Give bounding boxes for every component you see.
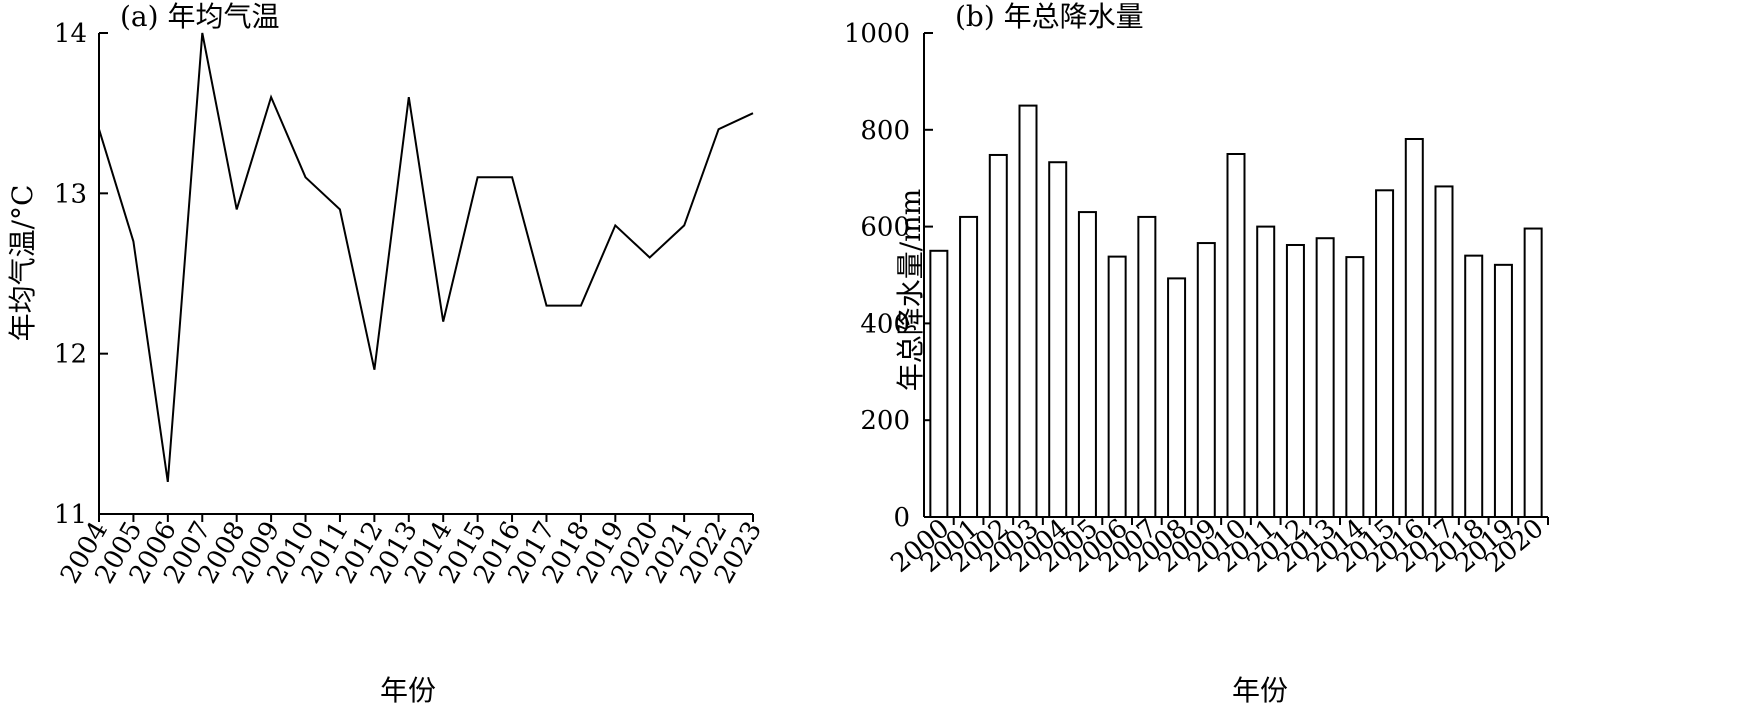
precipitation-bar [1226, 153, 1246, 518]
precipitation-bar [1434, 185, 1454, 518]
panel-b-y-tick-label: 600 [860, 213, 910, 243]
precipitation-bar [1137, 215, 1157, 518]
precipitation-bar-chart: (b) 年总降水量 年份 年总降水量/mm 020040060080010002… [844, 0, 1550, 707]
precipitation-bar [1018, 104, 1038, 518]
precipitation-bar [1493, 263, 1513, 518]
panel-a-y-tick-label: 14 [54, 19, 87, 49]
panel-b-y-tick-label: 200 [860, 406, 910, 436]
panel-b-y-axis-title: 年总降水量/mm [894, 189, 927, 392]
panel-a-y-tick-label: 11 [54, 500, 87, 530]
temperature-line-chart: (a) 年均气温 年份 年均气温/°C 11121314200420052006… [6, 0, 768, 707]
panel-b-y-tick-label: 0 [893, 503, 910, 533]
panel-a-x-axis-title: 年份 [380, 674, 436, 707]
precipitation-bar [959, 215, 979, 518]
precipitation-bar [1256, 225, 1276, 518]
panel-b-y-tick-label: 1000 [844, 19, 910, 49]
panel-b-x-axis-title: 年份 [1232, 674, 1288, 707]
precipitation-bar [1464, 254, 1484, 518]
precipitation-bar [1345, 256, 1365, 518]
precipitation-bar [1285, 243, 1305, 518]
precipitation-bar [988, 153, 1008, 519]
panel-b-y-tick-label: 800 [860, 116, 910, 146]
panel-a-y-tick-label: 12 [54, 340, 87, 370]
panel-a-y-axis-title: 年均气温/°C [6, 185, 39, 342]
precipitation-bar [1375, 189, 1395, 519]
precipitation-bar [1077, 211, 1097, 519]
panel-b-y-tick-label: 400 [860, 309, 910, 339]
temperature-series-line [98, 32, 754, 483]
precipitation-bar [929, 249, 949, 519]
precipitation-bar [1315, 237, 1335, 518]
precipitation-bar [1196, 242, 1216, 518]
panel-a-title: (a) 年均气温 [120, 0, 279, 33]
precipitation-bar [1167, 277, 1187, 518]
panel-a-y-tick-label: 13 [54, 179, 87, 209]
panel-b-title: (b) 年总降水量 [955, 0, 1144, 33]
precipitation-bar [1523, 227, 1543, 518]
precipitation-bar [1048, 161, 1068, 518]
precipitation-bar [1404, 137, 1424, 518]
precipitation-bar [1107, 255, 1127, 518]
